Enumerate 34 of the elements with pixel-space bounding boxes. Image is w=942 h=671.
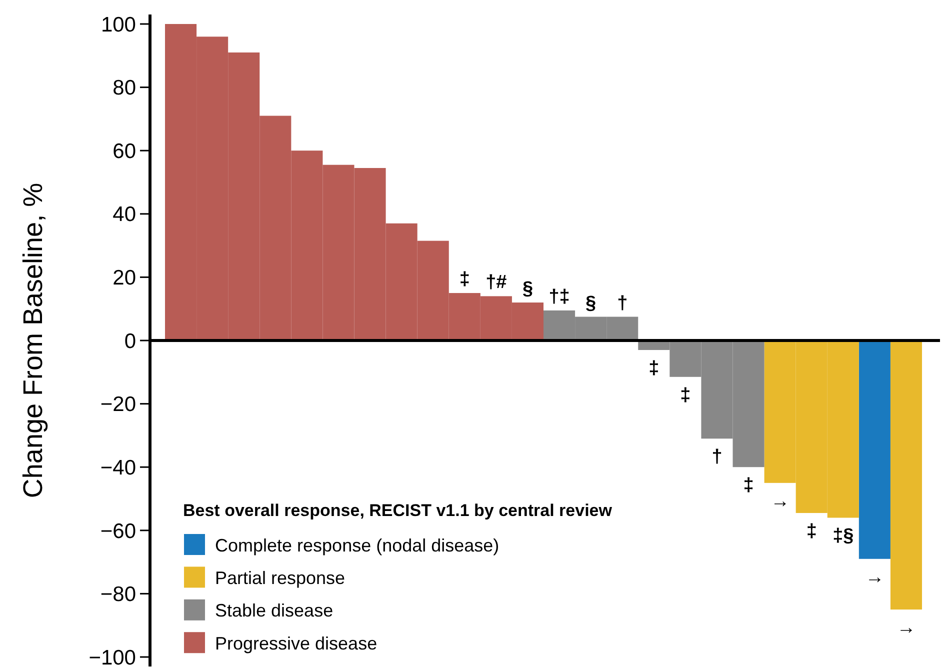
data-label: ‡ [648, 358, 660, 379]
y-tick-label: 20 [112, 266, 136, 290]
data-label: †‡ [548, 286, 570, 308]
data-label: ‡ [680, 384, 691, 406]
data-label: § [522, 278, 534, 300]
legend-label: Partial response [215, 568, 346, 588]
y-tick-label: −40 [100, 456, 136, 480]
data-label: → [896, 618, 916, 639]
data-label: ‡ [743, 475, 754, 496]
legend-label: Progressive disease [215, 633, 378, 654]
data-label: ‡§ [832, 526, 854, 547]
y-tick-label: 80 [112, 76, 136, 100]
y-tick-label: 40 [112, 203, 136, 226]
legend-label: Complete response (nodal disease) [215, 535, 500, 556]
y-tick-label: 60 [112, 140, 136, 163]
data-label: † [712, 446, 722, 468]
y-axis-title: Change From Baseline, % [18, 182, 48, 498]
y-tick-label: −20 [100, 393, 136, 416]
data-label: † [617, 292, 628, 314]
y-tick-label: −100 [88, 646, 136, 670]
legend-label: Stable disease [215, 600, 334, 621]
y-tick-label: −60 [100, 520, 136, 543]
y-tick-label: 0 [124, 330, 136, 353]
y-tick-label: −80 [100, 583, 136, 606]
data-label: → [770, 490, 790, 512]
legend-title: Best overall response, RECIST v1.1 by central review [183, 501, 613, 520]
data-label: †# [486, 272, 508, 294]
bar [858, 340, 890, 559]
data-label: → [865, 566, 884, 588]
bar [890, 340, 922, 610]
data-label: § [586, 292, 596, 314]
y-tick-label: 100 [100, 13, 136, 36]
data-label: ‡ [459, 269, 470, 290]
data-label: ‡ [806, 520, 817, 542]
